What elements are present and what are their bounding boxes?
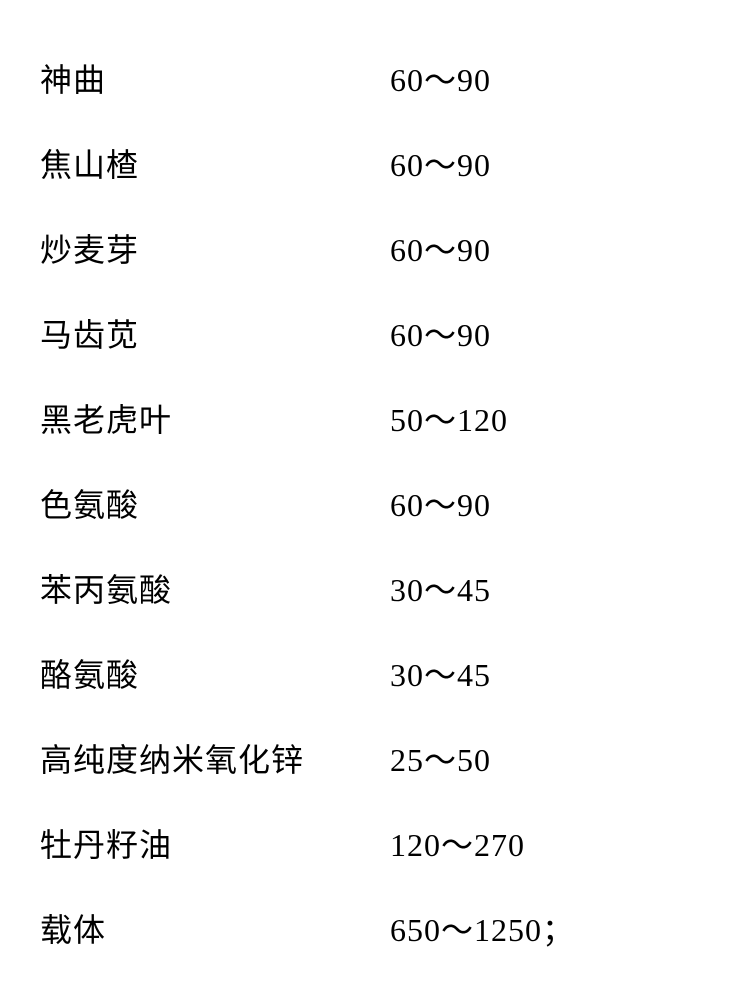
- ingredient-value: 30～45: [390, 565, 491, 611]
- ingredient-label: 神曲: [40, 55, 390, 101]
- table-row: 苯丙氨酸 30～45: [40, 545, 708, 630]
- ingredient-label: 载体: [40, 905, 390, 951]
- table-row: 焦山楂 60～90: [40, 120, 708, 205]
- ingredient-label: 焦山楂: [40, 140, 390, 186]
- ingredient-value: 60～90: [390, 55, 491, 101]
- table-row: 神曲 60～90: [40, 35, 708, 120]
- ingredient-value: 50～120: [390, 395, 508, 441]
- ingredient-value: 30～45: [390, 650, 491, 696]
- table-row: 酪氨酸 30～45: [40, 630, 708, 715]
- ingredient-label: 色氨酸: [40, 480, 390, 526]
- ingredient-value: 60～90: [390, 310, 491, 356]
- table-row: 牡丹籽油 120～270: [40, 800, 708, 885]
- ingredient-value: 120～270: [390, 820, 525, 866]
- ingredient-label: 高纯度纳米氧化锌: [40, 735, 390, 781]
- ingredient-value: 60～90: [390, 480, 491, 526]
- ingredient-value: 25～50: [390, 735, 491, 781]
- ingredient-label: 马齿苋: [40, 310, 390, 356]
- ingredient-value: 60～90: [390, 225, 491, 271]
- table-row: 高纯度纳米氧化锌 25～50: [40, 715, 708, 800]
- table-row: 马齿苋 60～90: [40, 290, 708, 375]
- table-row: 炒麦芽 60～90: [40, 205, 708, 290]
- ingredient-label: 炒麦芽: [40, 225, 390, 271]
- ingredient-label: 牡丹籽油: [40, 820, 390, 866]
- table-row: 色氨酸 60～90: [40, 460, 708, 545]
- ingredient-value: 60～90: [390, 140, 491, 186]
- ingredient-label: 酪氨酸: [40, 650, 390, 696]
- table-row: 黑老虎叶 50～120: [40, 375, 708, 460]
- ingredient-table: 神曲 60～90 焦山楂 60～90 炒麦芽 60～90 马齿苋 60～90 黑…: [40, 35, 708, 970]
- ingredient-label: 苯丙氨酸: [40, 565, 390, 611]
- table-row: 载体 650～1250；: [40, 885, 708, 970]
- ingredient-label: 黑老虎叶: [40, 395, 390, 441]
- ingredient-value: 650～1250；: [390, 905, 575, 951]
